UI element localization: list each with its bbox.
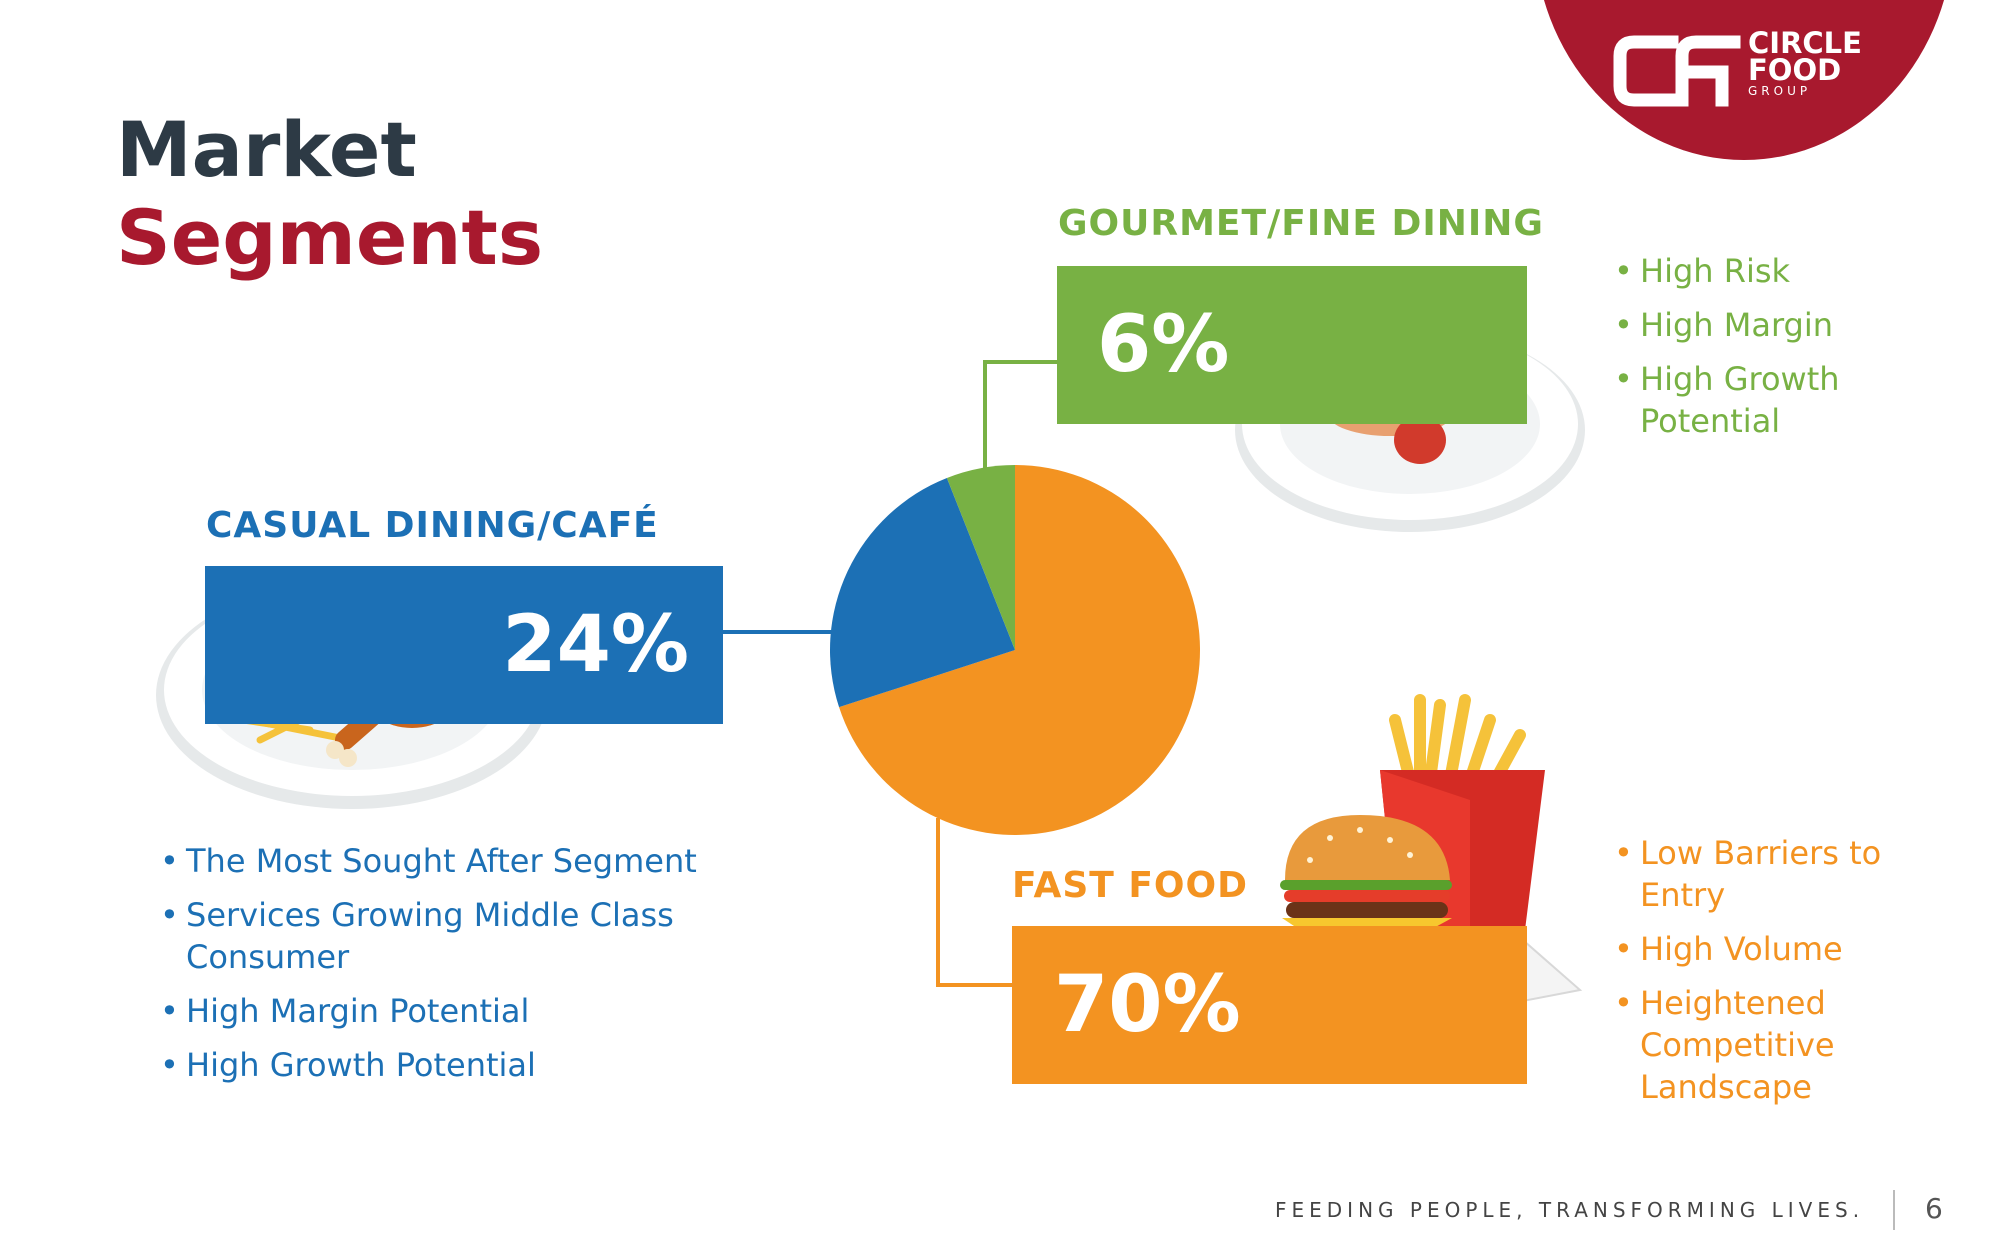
footer-tagline: FEEDING PEOPLE, TRANSFORMING LIVES. [1275, 1198, 1865, 1222]
logo-word-group: GROUP [1748, 84, 1812, 98]
list-item: High Growth Potential [1614, 358, 1954, 442]
fast-connector [936, 818, 1012, 987]
casual-segment-label: CASUAL DINING/CAFÉ [206, 505, 659, 546]
casual-percent: 24% [502, 600, 689, 690]
list-item: High Margin [1614, 304, 1954, 346]
list-item: Low Barriers to Entry [1614, 832, 1954, 916]
fast-food-percent-box: 70% [1012, 926, 1527, 1084]
fast-food-segment-label: FAST FOOD [1012, 865, 1249, 906]
pie-slice-gourmet-fine-dining [946, 465, 1015, 650]
pie-chart [830, 465, 1200, 835]
gourmet-segment-label: GOURMET/FINE DINING [1058, 203, 1544, 244]
list-item: Heightened Competitive Landscape [1614, 982, 1954, 1108]
list-item: High Growth Potential [160, 1044, 780, 1086]
page-number: 6 [1925, 1192, 1943, 1225]
logo-word-food: FOOD [1748, 53, 1842, 87]
gourmet-percent: 6% [1097, 300, 1230, 390]
connector-lines [723, 360, 1057, 987]
footer-divider [1893, 1190, 1895, 1230]
page-title-line2: Segments [116, 193, 544, 282]
list-item: High Volume [1614, 928, 1954, 970]
fast-food-percent: 70% [1054, 960, 1241, 1050]
gourmet-connector [983, 360, 1057, 470]
list-item: High Margin Potential [160, 990, 780, 1032]
page-title-line1: Market [116, 105, 417, 194]
casual-bullet-list: The Most Sought After Segment Services G… [160, 840, 780, 1098]
list-item: Services Growing Middle Class Consumer [160, 894, 780, 978]
gourmet-bullet-list: High Risk High Margin High Growth Potent… [1614, 250, 1954, 454]
logo-word-circle: CIRCLE [1748, 26, 1862, 60]
logo-wordmark: CIRCLE FOOD GROUP [1748, 26, 1862, 99]
fast-food-bullet-list: Low Barriers to Entry High Volume Height… [1614, 832, 1954, 1120]
list-item: High Risk [1614, 250, 1954, 292]
pie-slice-casual-dining-caf [830, 477, 1015, 708]
gourmet-percent-box: 6% [1057, 266, 1527, 424]
pie-slice-fast-food [839, 465, 1200, 835]
list-item: The Most Sought After Segment [160, 840, 780, 882]
casual-percent-box: 24% [205, 566, 723, 724]
